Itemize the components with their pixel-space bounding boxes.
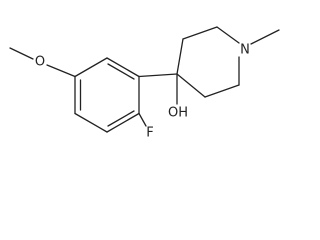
bond: [106, 112, 140, 133]
bond: [204, 84, 240, 98]
double-bond: [107, 63, 135, 80]
bond: [216, 26, 240, 44]
atom-label: F: [146, 126, 153, 141]
bond: [176, 73, 206, 98]
bond: [9, 47, 34, 60]
structure-diagram: O F OH N: [9, 26, 280, 141]
bond: [250, 29, 280, 45]
atom-label: O: [35, 55, 45, 70]
bond: [182, 26, 218, 40]
atom-label: OH: [168, 106, 188, 121]
bond: [138, 112, 147, 127]
bond: [176, 38, 184, 75]
bond: [74, 57, 108, 78]
bond: [138, 73, 178, 78]
bonds: [9, 26, 280, 133]
bond: [106, 57, 140, 78]
atom-label: N: [240, 43, 250, 58]
double-bond: [107, 110, 135, 127]
bond: [46, 64, 76, 78]
bond: [74, 112, 108, 133]
